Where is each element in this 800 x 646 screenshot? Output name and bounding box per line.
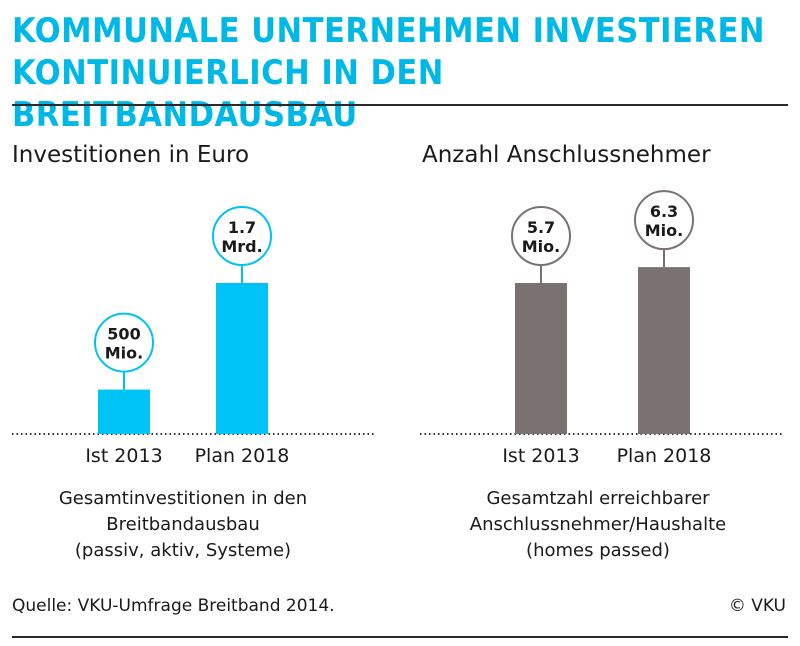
x-tick-label: Ist 2013 <box>502 445 579 467</box>
source-note: Quelle: VKU-Umfrage Breitband 2014. <box>12 596 335 616</box>
data-label-value: 500 <box>107 325 140 344</box>
chart-caption-line: Gesamtzahl erreichbarer <box>486 488 710 509</box>
data-label-unit: Mio. <box>105 344 143 363</box>
chart-caption-line: Gesamtinvestitionen in den <box>59 488 307 509</box>
data-label-bubble <box>511 206 571 266</box>
data-label-bubble <box>634 190 694 251</box>
data-label-bubble <box>212 206 272 266</box>
data-label-value: 5.7 <box>527 218 555 237</box>
chart-caption-line: Breitbandausbau <box>106 514 259 535</box>
copyright-note: © VKU <box>728 596 786 616</box>
x-tick-label: Ist 2013 <box>85 445 162 467</box>
chart-caption-line: Anschlussnehmer/Haushalte <box>470 514 726 535</box>
x-tick-label: Plan 2018 <box>617 445 712 467</box>
title-line-1: KOMMUNALE UNTERNEHMEN INVESTIEREN <box>12 11 765 51</box>
bar-2 <box>216 283 268 434</box>
top-divider <box>12 104 788 106</box>
page-title: KOMMUNALE UNTERNEHMEN INVESTIEREN KONTIN… <box>12 10 800 136</box>
bar-1 <box>515 283 567 434</box>
data-label-unit: Mrd. <box>221 237 262 256</box>
left-chart-title: Investitionen in Euro <box>12 142 250 168</box>
data-label-value: 1.7 <box>228 218 256 237</box>
right-chart-title: Anzahl Anschlussnehmer <box>422 142 711 168</box>
title-line-2: KONTINUIERLICH IN DEN BREITBANDAUSBAU <box>12 53 444 135</box>
bar-2 <box>638 267 690 434</box>
bar-1 <box>98 389 150 434</box>
data-label-unit: Mio. <box>522 237 560 256</box>
data-label-unit: Mio. <box>645 221 683 240</box>
chart-caption-line: (homes passed) <box>526 540 670 561</box>
bottom-divider <box>12 636 788 638</box>
data-label-value: 6.3 <box>650 202 678 221</box>
x-tick-label: Plan 2018 <box>195 445 290 467</box>
chart-caption-line: (passiv, aktiv, Systeme) <box>75 540 291 561</box>
data-label-bubble <box>94 312 154 373</box>
